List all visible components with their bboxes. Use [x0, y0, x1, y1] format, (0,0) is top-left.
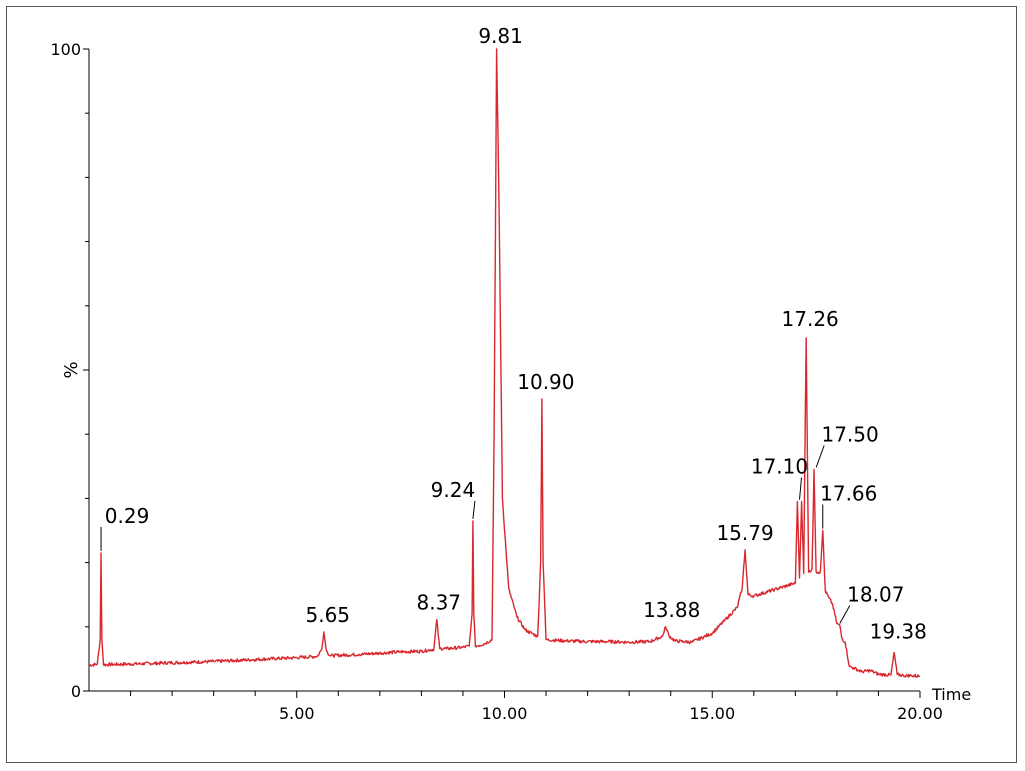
chromatogram-line [88, 48, 921, 678]
peak-label: 15.79 [716, 521, 773, 545]
peak-leader-line [799, 477, 803, 500]
peak-leader-line [472, 500, 476, 519]
peak-label: 9.24 [431, 478, 476, 502]
y-axis-title: % [61, 361, 82, 378]
x-tick-label: 5.00 [279, 704, 315, 723]
chart-frame: 0 100 5.00 10.00 15.00 20.00 Time% 0.29 5.65 8.37… [6, 6, 1017, 763]
peak-label: 17.10 [751, 455, 808, 479]
peak-leader-line [839, 605, 851, 624]
peak-label: 18.07 [847, 583, 904, 607]
x-tick-label: 10.00 [482, 704, 528, 723]
y-tick-label: 100 [50, 40, 81, 59]
peak-label: 13.88 [643, 598, 700, 622]
y-tick-label: 0 [71, 682, 81, 701]
x-tick-label: 20.00 [897, 704, 943, 723]
peak-label: 8.37 [417, 591, 462, 615]
peak-label: 10.90 [517, 370, 574, 394]
peak-label: 17.66 [820, 482, 877, 506]
peak-label: 17.26 [782, 307, 839, 331]
peak-label: 17.50 [821, 423, 878, 447]
peak-label: 19.38 [870, 619, 927, 643]
peak-label: 5.65 [305, 603, 350, 627]
peak-label: 0.29 [105, 504, 150, 528]
x-axis-title: Time [931, 685, 971, 704]
peak-leader-line [815, 445, 825, 468]
peak-label: 9.81 [478, 24, 523, 48]
x-tick-label: 15.00 [689, 704, 735, 723]
